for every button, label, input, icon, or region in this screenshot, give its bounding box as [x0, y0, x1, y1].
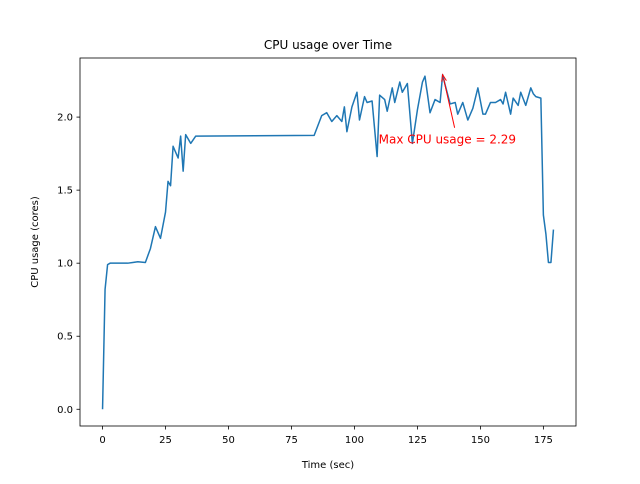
chart-title: CPU usage over Time	[264, 38, 392, 52]
y-tick-label: 1.0	[57, 259, 73, 270]
y-tick-label: 1.5	[57, 186, 73, 197]
x-tick-label: 175	[534, 435, 553, 446]
x-tick-label: 150	[471, 435, 490, 446]
x-tick-label: 25	[159, 435, 172, 446]
y-tick-label: 0.0	[57, 405, 73, 416]
x-tick-label: 0	[99, 435, 105, 446]
y-axis-label: CPU usage (cores)	[30, 196, 41, 288]
x-tick-label: 50	[222, 435, 235, 446]
y-tick-label: 0.5	[57, 332, 73, 343]
x-tick-label: 75	[285, 435, 298, 446]
line	[101, 73, 555, 410]
x-axis-label: Time (sec)	[301, 460, 354, 471]
x-tick-label: 125	[408, 435, 427, 446]
x-tick-label: 100	[345, 435, 364, 446]
annotation-arrow	[443, 78, 456, 128]
y-tick-label: 2.0	[57, 113, 73, 124]
annotation-arrowhead	[441, 73, 447, 82]
annotation: Max CPU usage = 2.29	[379, 133, 516, 147]
plot-frame	[79, 57, 577, 427]
